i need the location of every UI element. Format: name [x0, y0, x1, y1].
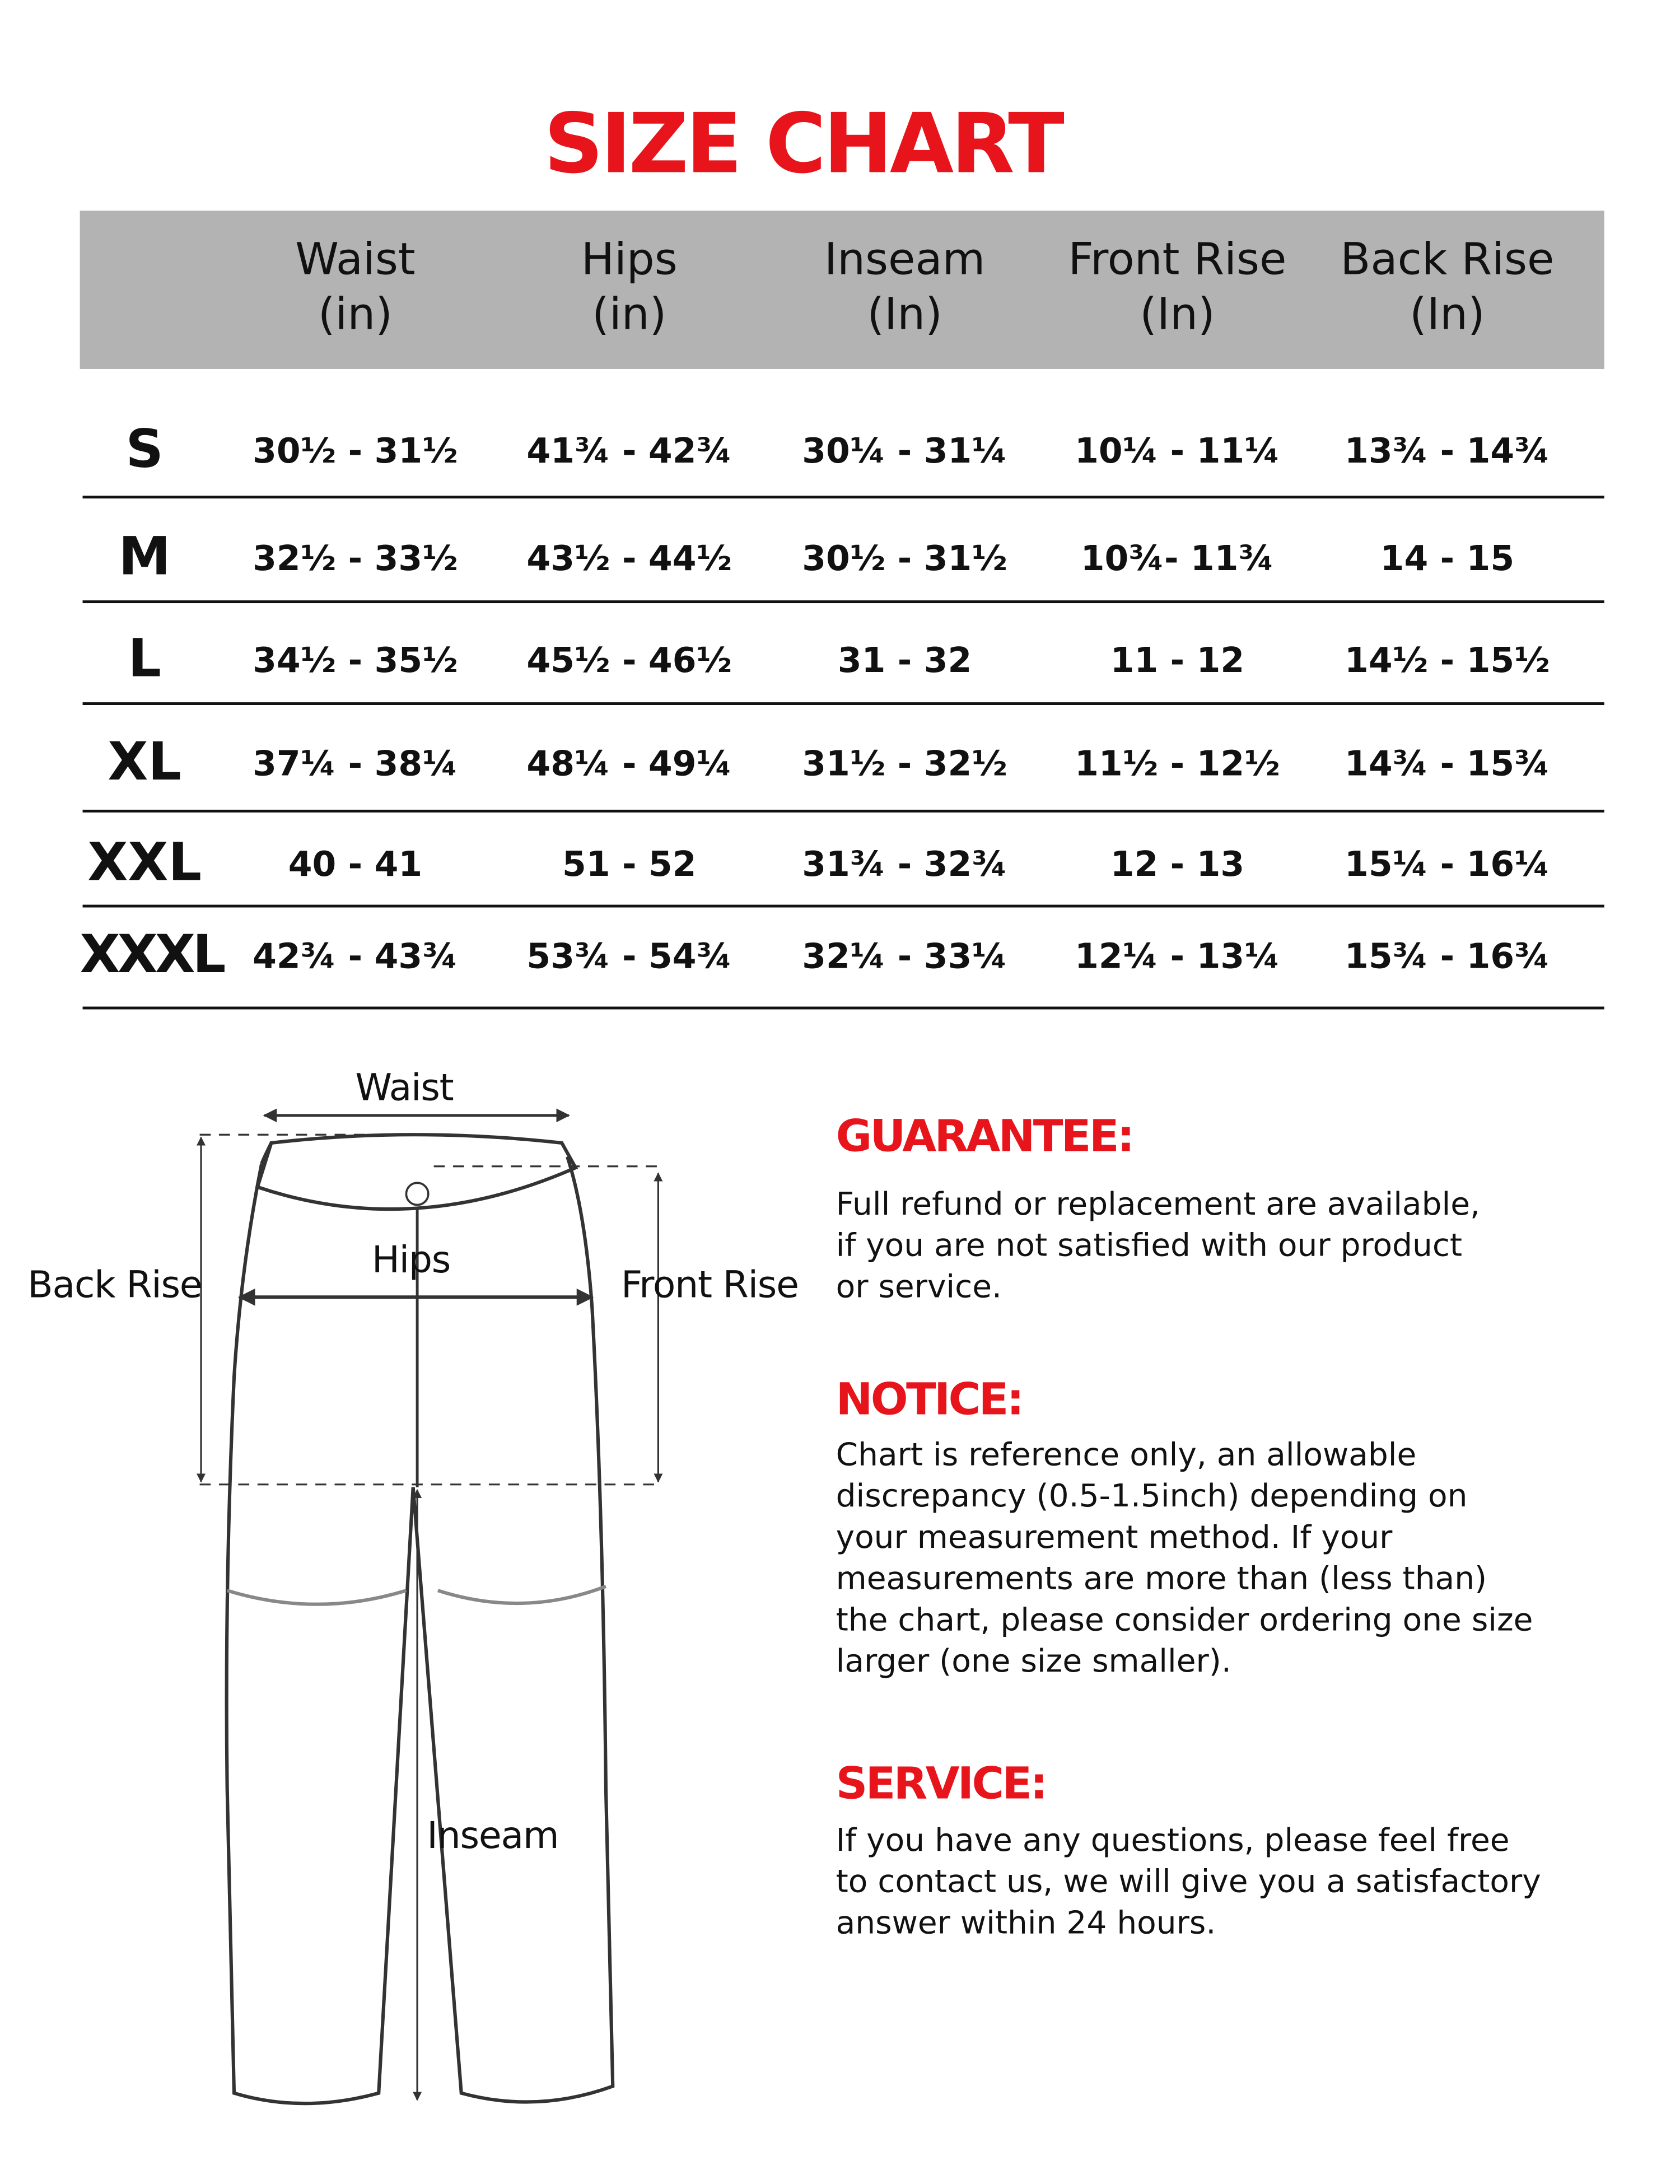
inseam-label: Inseam	[427, 1814, 559, 1858]
table-cell: 42¾ - 43¾	[253, 936, 458, 977]
guide-lines	[199, 1133, 659, 1486]
table-cell: 40 - 41	[288, 844, 423, 884]
row-divider	[82, 496, 1604, 498]
table-cell: 48¼ - 49¼	[526, 743, 732, 784]
row-divider	[82, 904, 1604, 907]
table-cell: 30½ - 31½	[253, 431, 458, 471]
column-header-line: (In)	[1410, 287, 1485, 340]
table-cell: 37¼ - 38¼	[253, 743, 458, 784]
section-text-line: or service.	[836, 1270, 1002, 1306]
table-cell: 11½ - 12½	[1075, 743, 1280, 784]
section-text-line: to contact us, we will give you a satisf…	[836, 1864, 1541, 1901]
section-text-line: your measurement method. If your	[836, 1520, 1393, 1556]
column-header-line: Hips	[581, 232, 678, 286]
table-cell: 15¼ - 16¼	[1345, 844, 1550, 884]
table-cell: 10¾- 11¾	[1080, 538, 1275, 578]
size-label: L	[128, 628, 161, 689]
section-text-line: the chart, please consider ordering one …	[836, 1603, 1533, 1639]
table-cell: 32½ - 33½	[253, 538, 458, 578]
back-rise-label: Back Rise	[27, 1264, 202, 1307]
column-header: Back Rise (In)	[1310, 231, 1585, 342]
table-cell: 10¼ - 11¼	[1075, 431, 1280, 471]
section-text-line: Full refund or replacement are available…	[836, 1187, 1481, 1223]
table-cell: 12¼ - 13¼	[1075, 936, 1280, 977]
column-header-line: (In)	[1140, 287, 1215, 340]
table-cell: 14 - 15	[1380, 538, 1515, 578]
table-cell: 31½ - 32½	[802, 743, 1007, 784]
size-label: XL	[108, 731, 181, 792]
page-title: SIZE CHART	[544, 96, 1065, 193]
table-cell: 43½ - 44½	[526, 538, 732, 578]
front-rise-label: Front Rise	[621, 1264, 799, 1307]
table-cell: 51 - 52	[562, 844, 697, 884]
row-divider	[82, 1006, 1604, 1009]
table-header-bar	[80, 211, 1604, 370]
table-cell: 32¼ - 33¼	[802, 936, 1007, 977]
row-divider	[82, 809, 1604, 812]
column-header-line: Inseam	[824, 232, 986, 286]
column-header-line: Waist	[295, 232, 416, 286]
table-cell: 13¾ - 14¾	[1345, 431, 1550, 471]
table-cell: 31¾ - 32¾	[802, 844, 1007, 884]
size-label: XXL	[87, 832, 202, 893]
column-header: Front Rise (In)	[1040, 231, 1315, 342]
row-divider	[82, 702, 1604, 704]
size-label: XXXL	[80, 923, 226, 985]
hips-label: Hips	[371, 1239, 451, 1282]
column-header: Hips (in)	[492, 231, 767, 342]
table-cell: 41¾ - 42¾	[526, 431, 732, 471]
table-cell: 12 - 13	[1110, 844, 1245, 884]
table-cell: 11 - 12	[1110, 640, 1245, 680]
column-header: Inseam (In)	[767, 231, 1043, 342]
section-text-line: discrepancy (0.5-1.5inch) depending on	[836, 1478, 1468, 1515]
size-label: S	[125, 418, 164, 479]
column-header-line: Back Rise	[1340, 232, 1555, 286]
column-header-line: (In)	[867, 287, 942, 340]
table-cell: 15¾ - 16¾	[1345, 936, 1550, 977]
section-text-line: answer within 24 hours.	[836, 1906, 1216, 1942]
table-cell: 30½ - 31½	[802, 538, 1007, 578]
section-text-line: Chart is reference only, an allowable	[836, 1438, 1417, 1474]
table-cell: 30¼ - 31¼	[802, 431, 1007, 471]
pants-outline	[225, 1133, 615, 2106]
section-heading: GUARANTEE:	[836, 1109, 1135, 1163]
section-heading: SERVICE:	[836, 1757, 1048, 1810]
section-text-line: if you are not satisfied with our produc…	[836, 1228, 1463, 1264]
section-text-line: larger (one size smaller).	[836, 1644, 1231, 1680]
section-heading: NOTICE:	[836, 1373, 1025, 1426]
table-cell: 14½ - 15½	[1345, 640, 1550, 680]
section-text-line: measurements are more than (less than)	[836, 1561, 1487, 1598]
row-divider	[82, 600, 1604, 603]
size-label: M	[118, 526, 171, 587]
table-cell: 14¾ - 15¾	[1345, 743, 1550, 784]
waist-label: Waist	[355, 1067, 454, 1110]
column-header-line: (in)	[592, 287, 667, 340]
table-cell: 31 - 32	[837, 640, 972, 680]
column-header: Waist (in)	[218, 231, 493, 342]
column-header-line: Front Rise	[1068, 232, 1287, 286]
section-text-line: If you have any questions, please feel f…	[836, 1823, 1510, 1859]
column-header-line: (in)	[318, 287, 393, 340]
table-cell: 34½ - 35½	[253, 640, 458, 680]
table-cell: 53¾ - 54¾	[526, 936, 732, 977]
table-cell: 45½ - 46½	[526, 640, 732, 680]
